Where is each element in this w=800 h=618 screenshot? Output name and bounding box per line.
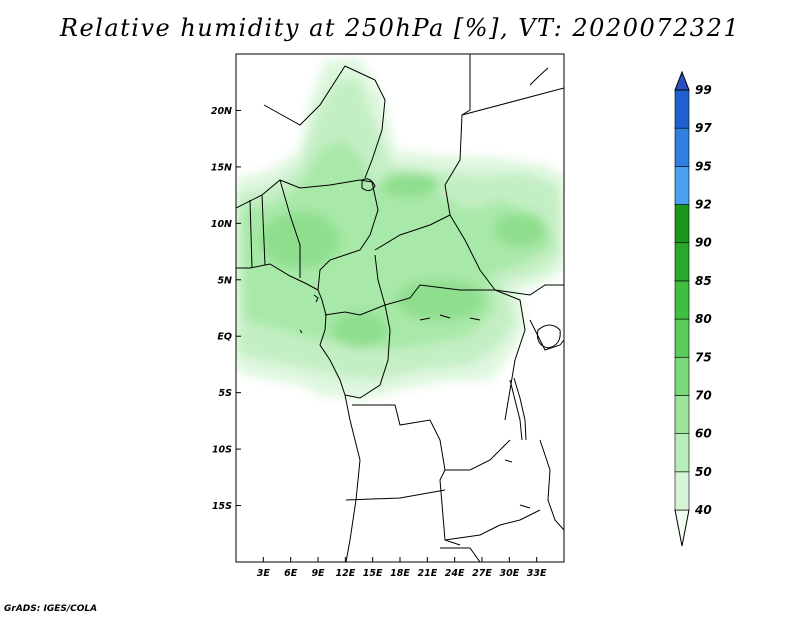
lake-fragment [504,459,531,509]
x-tick-label: 18E [390,568,410,579]
border-chad-sudan [444,184,496,291]
coastline-west [236,263,361,562]
colorbar-level-label: 80 [695,312,712,326]
border-angola-north [352,404,441,441]
x-tick-label: 9E [311,568,325,579]
x-tick-label: 3E [257,568,271,579]
colorbar-level-label: 95 [695,159,712,173]
lake-fragment [419,314,481,321]
lake-victoria [537,324,561,349]
x-tick-label: 6E [284,568,298,579]
colorbar-level-label: 90 [695,236,712,250]
country-borders [236,54,564,562]
border-angola-zambia [439,439,461,546]
y-tick-label: 15S [212,501,232,512]
lake-tanganyika-east [513,377,527,441]
colorbar-segment [674,127,690,167]
humidity-patch-70 [332,312,388,348]
y-tick-label: 20N [211,106,232,117]
border-ghana [249,199,253,269]
x-tick-label: 27E [472,568,492,579]
border-nigeria-cameroon [317,254,346,291]
border-mozambique [539,439,564,531]
map-title: Relative humidity at 250hPa [%], VT: 202… [59,14,741,42]
lake-tanganyika [509,379,523,441]
colorbar-min-arrow [674,509,690,547]
colorbar-max-arrow [674,70,690,91]
colorbar: 40 50 60 70 75 80 85 90 92 95 97 99 [674,70,712,547]
border-car-north [374,214,451,251]
island-fragment [299,329,303,334]
border-burkina [236,194,263,209]
colorbar-level-label: 99 [695,83,712,97]
y-tick-label: 5N [217,275,232,286]
colorbar-segment [674,166,690,205]
border-zambia-south [444,509,541,541]
border-cameroon-gabon [324,304,386,316]
colorbar-segment [674,318,690,358]
humidity-patch-70 [380,173,440,197]
x-tick-label: 30E [499,568,519,579]
border-uganda-kenya [529,319,564,351]
colorbar-level-label: 70 [695,388,712,402]
y-axis: 20N 15N 10N 5N EQ 5S 10S 15S [211,106,241,512]
border-botswana [440,547,481,562]
border-algeria-niger [263,65,376,126]
border-car-south [374,254,495,306]
island-fragment [313,294,319,303]
humidity-patch-70 [494,214,546,246]
y-tick-label: 15N [211,162,232,173]
colorbar-level-label: 40 [694,503,712,517]
colorbar-level-label: 50 [695,465,712,479]
border-drc-east [494,289,526,421]
colorbar-segment [674,204,690,244]
x-tick-label: 15E [363,568,383,579]
grads-credit: GrADS: IGES/COLA [4,604,98,614]
humidity-field [236,58,564,400]
colorbar-level-label: 85 [695,274,712,288]
border-zambia-north [445,439,511,471]
border-nigeria-west [279,179,301,278]
x-tick-label: 12E [335,568,355,579]
colorbar-segment [674,395,690,434]
x-tick-label: 24E [445,568,465,579]
border-benin-togo [261,194,266,266]
colorbar-level-label: 92 [695,198,712,212]
border-south-sudan [494,284,564,296]
colorbar-level-label: 60 [695,427,712,441]
colorbar-segment [674,356,690,396]
border-congo-drc [344,304,391,399]
colorbar-segment [674,89,690,129]
y-tick-label: 10N [211,219,232,230]
border-sudan-egypt [461,87,564,116]
colorbar-segment [674,280,690,320]
humidity-patch-70 [395,280,485,320]
colorbar-segment [674,242,690,282]
colorbar-segment [674,433,690,473]
y-tick-label: 5S [219,388,233,399]
x-tick-label: 21E [417,568,437,579]
y-tick-label: 10S [212,445,232,456]
colorbar-level-label: 97 [695,121,712,135]
border-libya [364,79,386,179]
x-axis: 3E 6E 9E 12E 15E 18E 21E 24E 27E 30E 33E [257,557,547,579]
x-tick-label: 33E [527,568,547,579]
border-namibia [345,489,446,501]
humidity-patch-70 [260,212,340,268]
lake-chad [361,178,376,192]
colorbar-segment [674,471,690,511]
border-chad-cameroon [344,181,379,256]
y-tick-label: EQ [217,332,232,343]
colorbar-level-label: 75 [695,350,712,364]
coastline-red-sea [529,67,549,86]
